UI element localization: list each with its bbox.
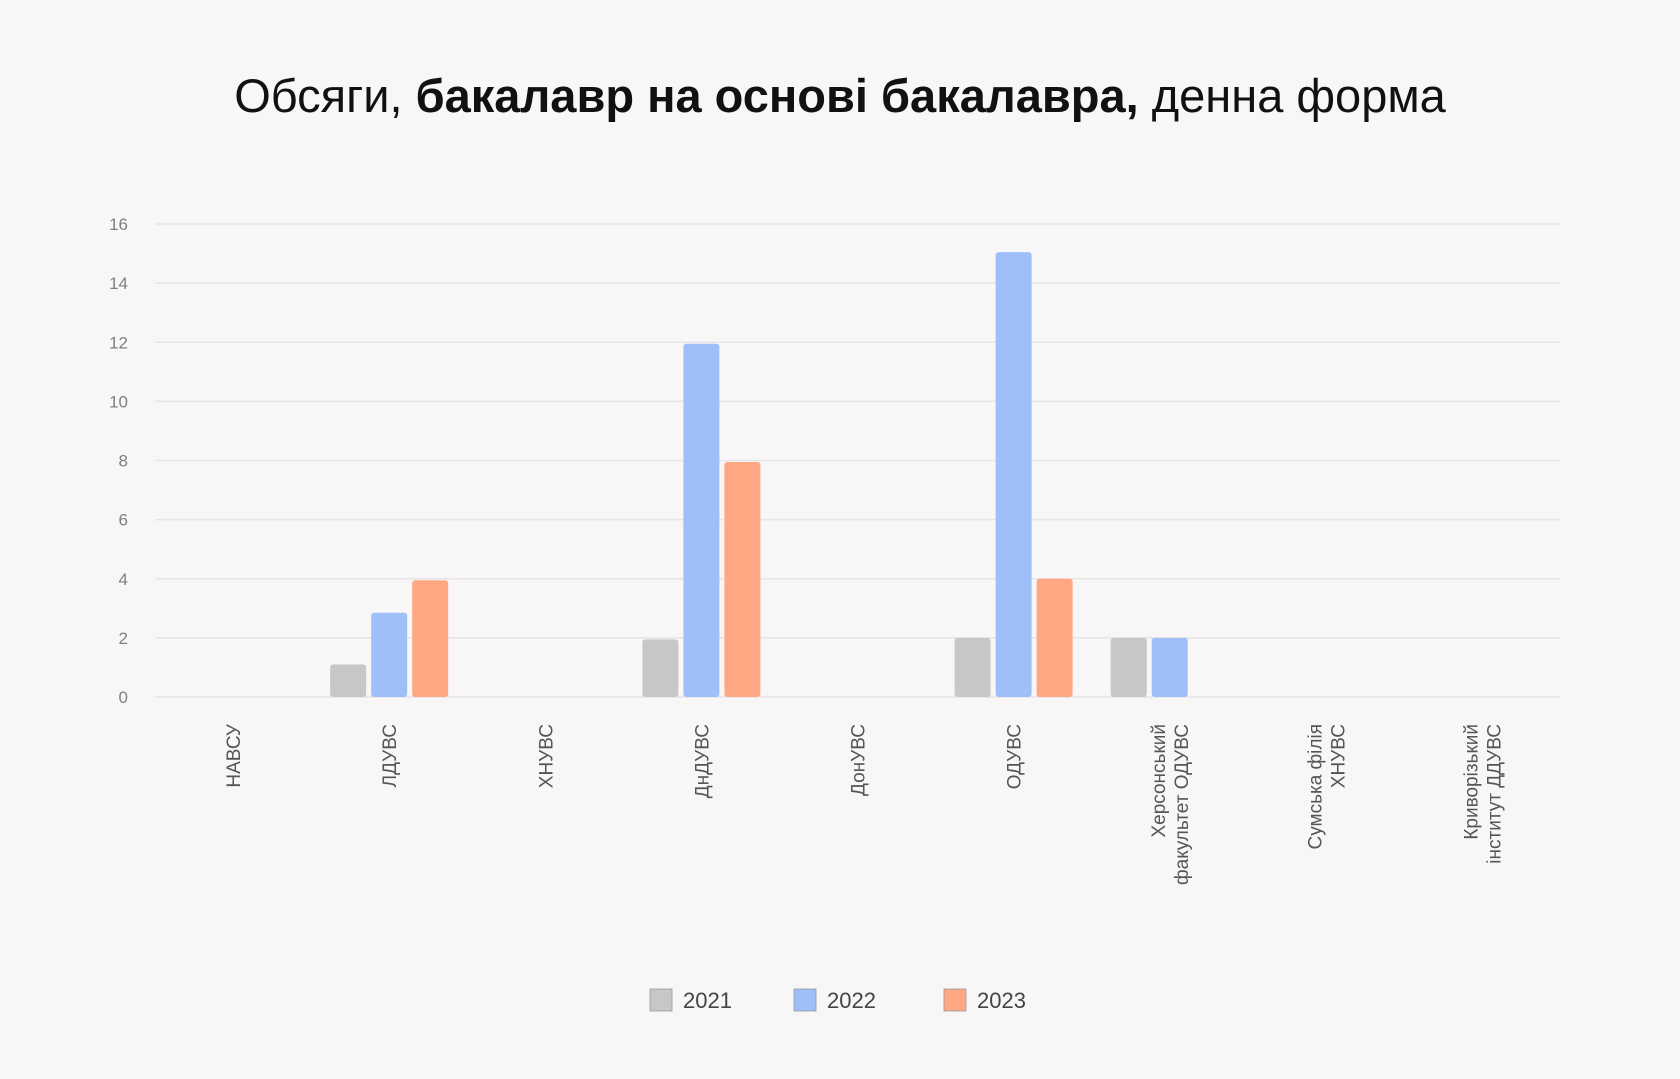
x-tick-label-line: інститут ДДУВС [1484,724,1505,864]
x-tick-label: НАВСУ [224,723,245,788]
y-tick-label: 8 [119,452,128,471]
title-regular-end: денна форма [1138,69,1446,122]
x-tick-label-line: ХНУВС [1328,724,1349,788]
y-tick-label: 12 [109,333,128,352]
bar-2022 [995,252,1032,697]
bar-2023 [1036,578,1073,697]
x-tick-label-line: факультет ОДУВС [1172,724,1193,885]
bar-2023 [412,580,449,697]
legend-label-2022: 2022 [827,988,876,1013]
legend-swatch-2022 [793,988,817,1012]
bar-2022 [683,343,720,697]
x-tick-label-line: НАВСУ [224,723,245,788]
bar-2023 [724,461,761,697]
legend-swatch-2023 [943,988,967,1012]
bar-2021 [1110,637,1147,697]
bar-2022 [371,612,408,697]
y-tick-label: 4 [119,570,128,589]
title-regular-start: Обсяги, [234,69,416,122]
x-tick-label-line: Криворізький [1461,724,1482,840]
y-tick-label: 0 [119,688,128,707]
x-tick-label: Сумська філія ХНУВС [1305,724,1349,850]
bar-2021 [642,639,679,697]
x-tick-label-line: ХНУВС [536,724,557,788]
x-tick-label: Херсонський факультет ОДУВС [1149,724,1193,885]
x-tick-label: ДонУВС [849,724,870,796]
x-tick-label-line: ДнДУВС [692,724,713,798]
title-bold: бакалавр на основі бакалавра, [415,69,1139,122]
y-tick-label: 2 [119,629,128,648]
y-tick-label: 14 [109,274,128,293]
x-tick-label-line: ДонУВС [849,724,870,796]
x-tick-label: ХНУВС [536,724,557,788]
y-tick-label: 16 [109,215,128,234]
x-tick-label: ДнДУВС [692,724,713,798]
x-tick-label: Криворізький інститут ДДУВС [1461,724,1505,864]
bar-2022 [1151,637,1188,697]
legend-swatch-2021 [649,988,673,1012]
bar-2021 [330,664,367,697]
x-tick-label: ЛДУВС [380,724,401,787]
y-tick-label: 6 [119,511,128,530]
chart-title: Обсяги, бакалавр на основі бакалавра, де… [0,68,1680,123]
x-tick-label-line: Херсонський [1149,724,1170,838]
x-tick-label: ОДУВС [1005,724,1026,789]
x-tick-label-line: Сумська філія [1305,724,1326,850]
bar-2021 [954,637,991,697]
x-tick-label-line: ОДУВС [1005,724,1026,789]
x-tick-label-line: ЛДУВС [380,724,401,787]
y-tick-label: 10 [109,392,128,411]
legend-label-2021: 2021 [683,988,732,1013]
legend-label-2023: 2023 [977,988,1026,1013]
